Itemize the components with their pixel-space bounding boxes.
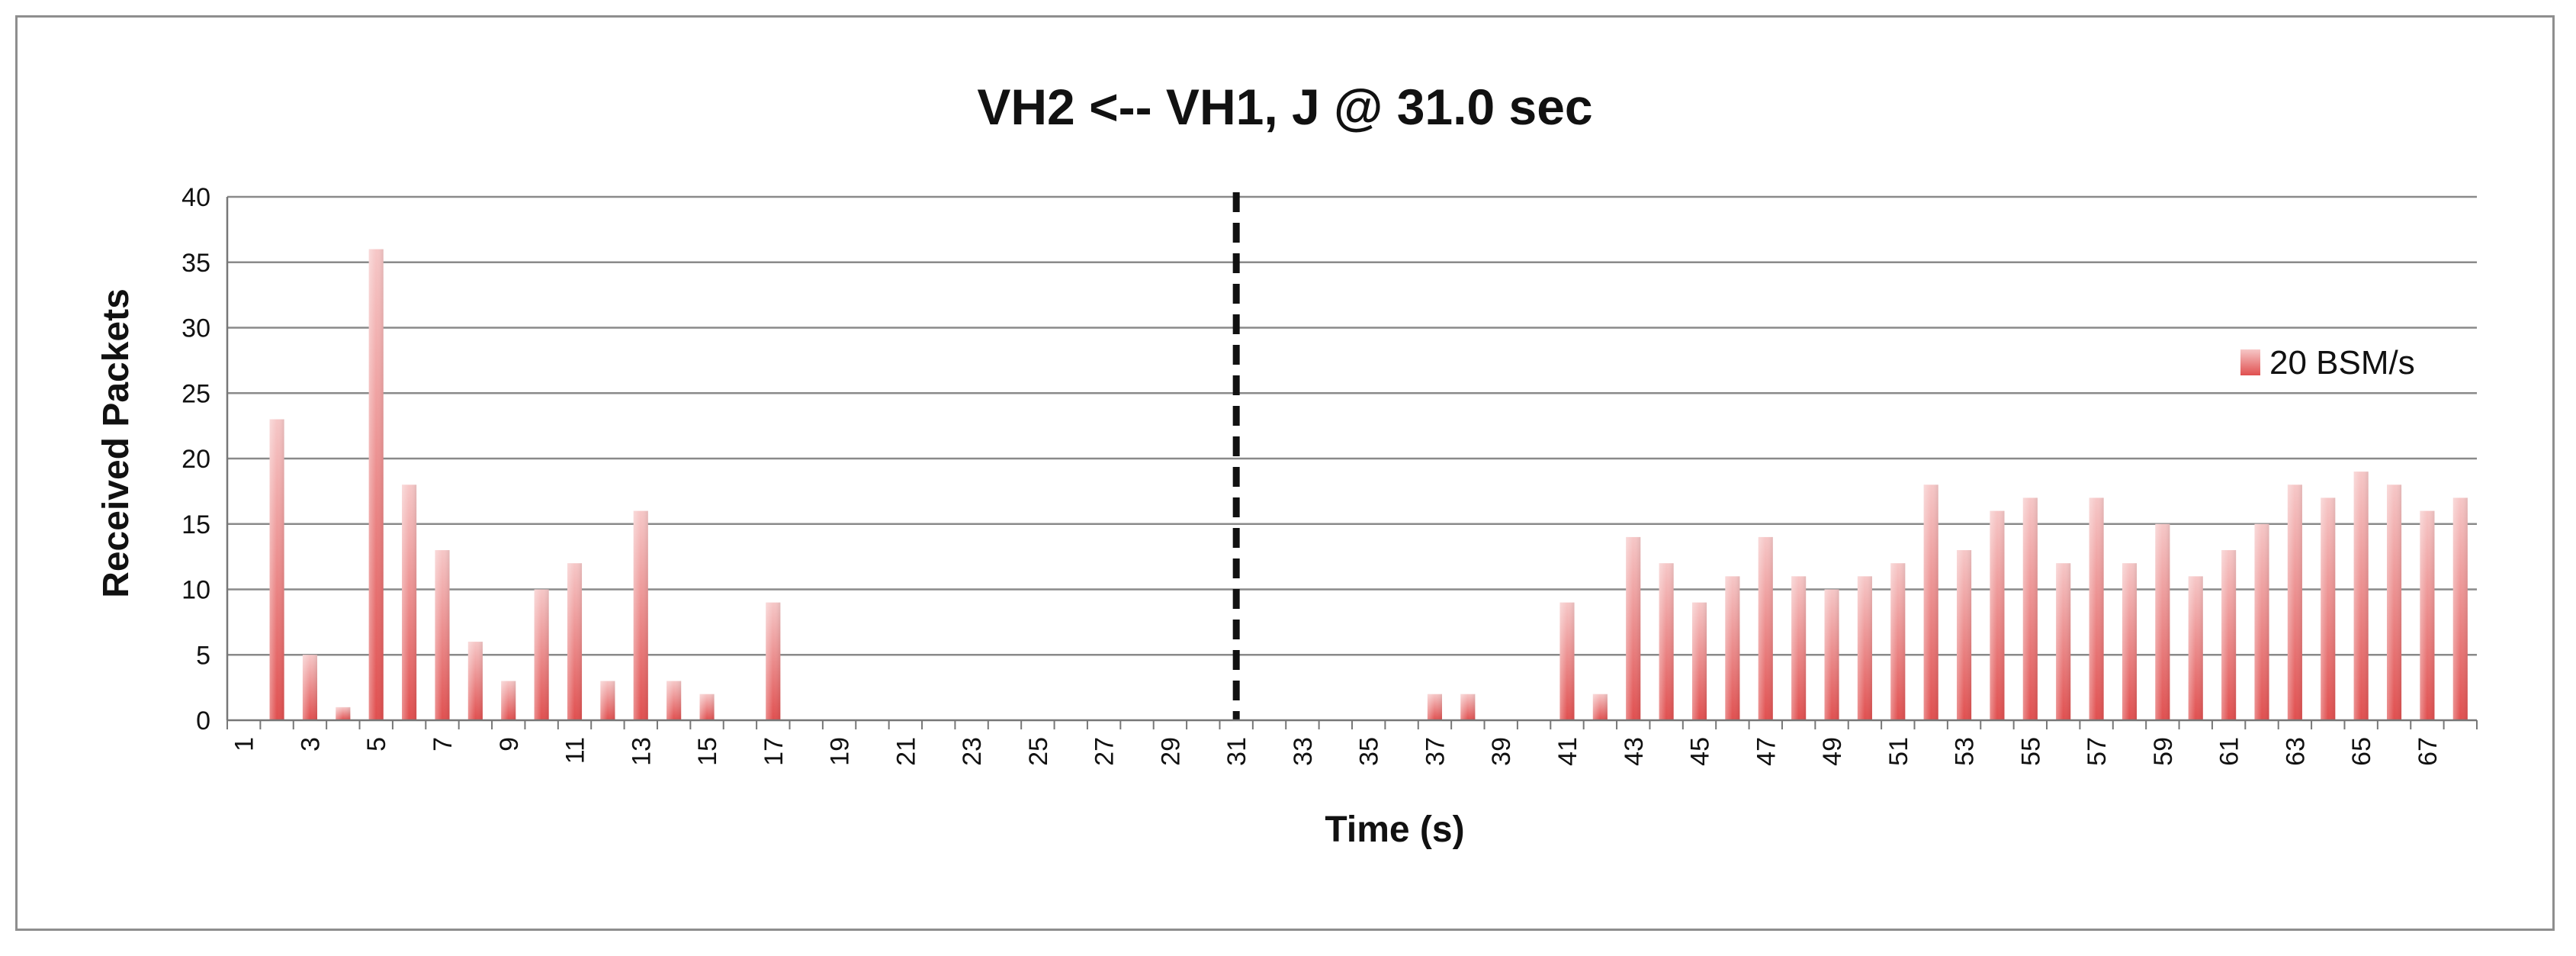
y-tick-label: 10 xyxy=(181,576,210,605)
bar-shading xyxy=(1460,694,1476,720)
bar-shading xyxy=(2056,563,2071,720)
x-tick-label: 7 xyxy=(429,737,458,752)
bar-shading xyxy=(2221,550,2237,720)
bar-shading xyxy=(633,510,648,720)
bar-shading xyxy=(1659,563,1674,720)
y-tick-label: 20 xyxy=(181,445,210,474)
bar-shading xyxy=(368,249,384,721)
bar-shading xyxy=(1626,536,1641,720)
x-tick-label: 43 xyxy=(1620,737,1649,766)
x-tick-label: 57 xyxy=(2083,737,2112,766)
bar-shading xyxy=(2452,497,2468,720)
y-tick-label: 40 xyxy=(181,183,210,212)
x-tick-label: 37 xyxy=(1421,737,1450,766)
x-axis-title: Time (s) xyxy=(1325,810,1464,850)
gridlines xyxy=(227,195,2477,656)
bar-shading xyxy=(1559,602,1575,720)
x-tick-label: 5 xyxy=(362,737,391,752)
chart-frame: VH2 <-- VH1, J @ 31.0 sec 0 5 10 15 20 25 30 35… xyxy=(15,15,2555,931)
x-tick-label: 59 xyxy=(2149,737,2178,766)
bar-shading xyxy=(2122,563,2138,720)
x-tick-label: 23 xyxy=(958,737,987,766)
x-tick-label: 25 xyxy=(1024,737,1053,766)
y-tick-label: 35 xyxy=(181,249,210,278)
bar-shading xyxy=(501,681,516,720)
chart: VH2 <-- VH1, J @ 31.0 sec 05101520253035… xyxy=(96,79,2478,850)
bar-shading xyxy=(336,707,351,720)
y-tick-label: 0 xyxy=(196,707,210,736)
x-tick-label: 51 xyxy=(1884,737,1913,766)
legend-label: 20 BSM/s xyxy=(2269,344,2415,381)
x-tick-label: 1 xyxy=(230,737,259,752)
x-tick-label: 41 xyxy=(1553,737,1582,766)
x-tick-label: 55 xyxy=(2016,737,2045,766)
y-tick-label: 5 xyxy=(196,641,210,670)
bar-shading xyxy=(1957,550,1972,720)
bar-shading xyxy=(699,694,715,720)
bars xyxy=(269,249,2468,721)
x-tick-label: 45 xyxy=(1686,737,1715,766)
bar-shading xyxy=(2254,523,2269,720)
bar-shading xyxy=(2321,497,2336,720)
x-tick-label: 9 xyxy=(495,737,524,752)
bar-shading xyxy=(567,563,583,720)
bar-shading xyxy=(1824,589,1839,720)
x-tick-label: 3 xyxy=(296,737,325,752)
bar-shading xyxy=(1791,576,1807,720)
bar-shading xyxy=(2353,472,2369,720)
x-tick-label: 19 xyxy=(826,737,855,766)
x-tick-label: 67 xyxy=(2414,737,2443,766)
bar-shading xyxy=(2089,497,2104,720)
bar-shading xyxy=(2420,510,2435,720)
bar-shading xyxy=(766,602,781,720)
bar-shading xyxy=(1691,602,1707,720)
x-tick-label: 27 xyxy=(1090,737,1119,766)
bar-shading xyxy=(1427,694,1442,720)
bar-shading xyxy=(2155,523,2170,720)
bar-shading xyxy=(2188,576,2203,720)
x-tick-label: 35 xyxy=(1355,737,1384,766)
x-tick-label: 29 xyxy=(1156,737,1185,766)
x-tick-label: 11 xyxy=(561,737,590,764)
bar-shading xyxy=(1758,536,1773,720)
x-tick-label: 21 xyxy=(891,737,920,766)
bar-shading xyxy=(1923,484,1938,720)
bar-shading xyxy=(1857,576,1872,720)
bar-shading xyxy=(1890,563,1906,720)
x-tick-label: 15 xyxy=(693,737,722,766)
chart-title: VH2 <-- VH1, J @ 31.0 sec xyxy=(977,79,1592,135)
x-tick-label: 63 xyxy=(2281,737,2310,766)
x-tick-label: 31 xyxy=(1222,737,1251,766)
x-tick-label: 39 xyxy=(1487,737,1516,766)
bar-shading xyxy=(534,589,549,720)
bar-shading xyxy=(1592,694,1608,720)
bar-shading xyxy=(269,419,284,720)
bar-shading xyxy=(1990,510,2005,720)
bar-shading xyxy=(2287,484,2302,720)
y-tick-label: 15 xyxy=(181,510,210,539)
bar-shading xyxy=(1725,576,1740,720)
x-tick-label: 65 xyxy=(2347,737,2376,766)
bar-shading xyxy=(402,484,417,720)
x-tick-label: 61 xyxy=(2215,737,2244,766)
y-tick-label: 30 xyxy=(181,314,210,343)
bar-shading xyxy=(302,655,317,720)
bar-shading xyxy=(435,550,450,720)
y-axis-title: Received Packets xyxy=(96,288,137,598)
bar-shading xyxy=(600,681,615,720)
legend-swatch xyxy=(2240,349,2260,375)
x-tick-label: 33 xyxy=(1289,737,1318,766)
x-tick-label: 53 xyxy=(1951,737,1980,766)
bar-shading xyxy=(2022,497,2038,720)
x-tick-label: 49 xyxy=(1818,737,1847,766)
y-tick-label: 25 xyxy=(181,379,210,408)
bar-shading xyxy=(666,681,682,720)
x-tick-label: 13 xyxy=(627,737,656,766)
legend: 20 BSM/s xyxy=(2240,344,2415,381)
x-tick-label: 17 xyxy=(760,737,789,766)
x-tick-label: 47 xyxy=(1752,737,1781,766)
bar-shading xyxy=(2387,484,2402,720)
bar-shading xyxy=(467,642,483,720)
